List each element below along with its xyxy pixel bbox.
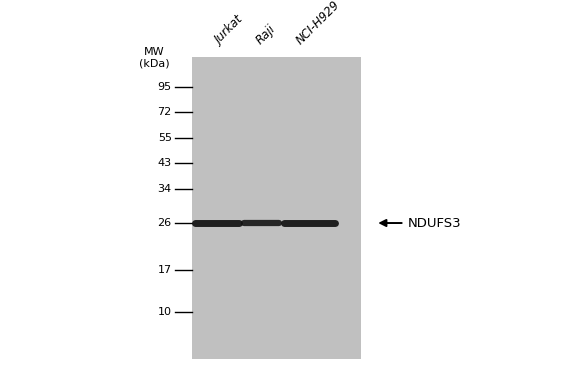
Bar — [192, 57, 361, 359]
Text: Raji: Raji — [253, 23, 278, 47]
Text: Jurkat: Jurkat — [212, 14, 246, 47]
Text: 72: 72 — [158, 107, 172, 116]
Text: 43: 43 — [158, 158, 172, 168]
Text: NCI-H929: NCI-H929 — [294, 0, 343, 47]
Text: 26: 26 — [158, 218, 172, 228]
Text: 55: 55 — [158, 133, 172, 143]
Text: NDUFS3: NDUFS3 — [407, 217, 461, 229]
Text: 10: 10 — [158, 307, 172, 317]
Text: 34: 34 — [158, 184, 172, 194]
Text: 95: 95 — [158, 82, 172, 92]
Text: 17: 17 — [158, 265, 172, 275]
Text: MW
(kDa): MW (kDa) — [139, 47, 169, 69]
